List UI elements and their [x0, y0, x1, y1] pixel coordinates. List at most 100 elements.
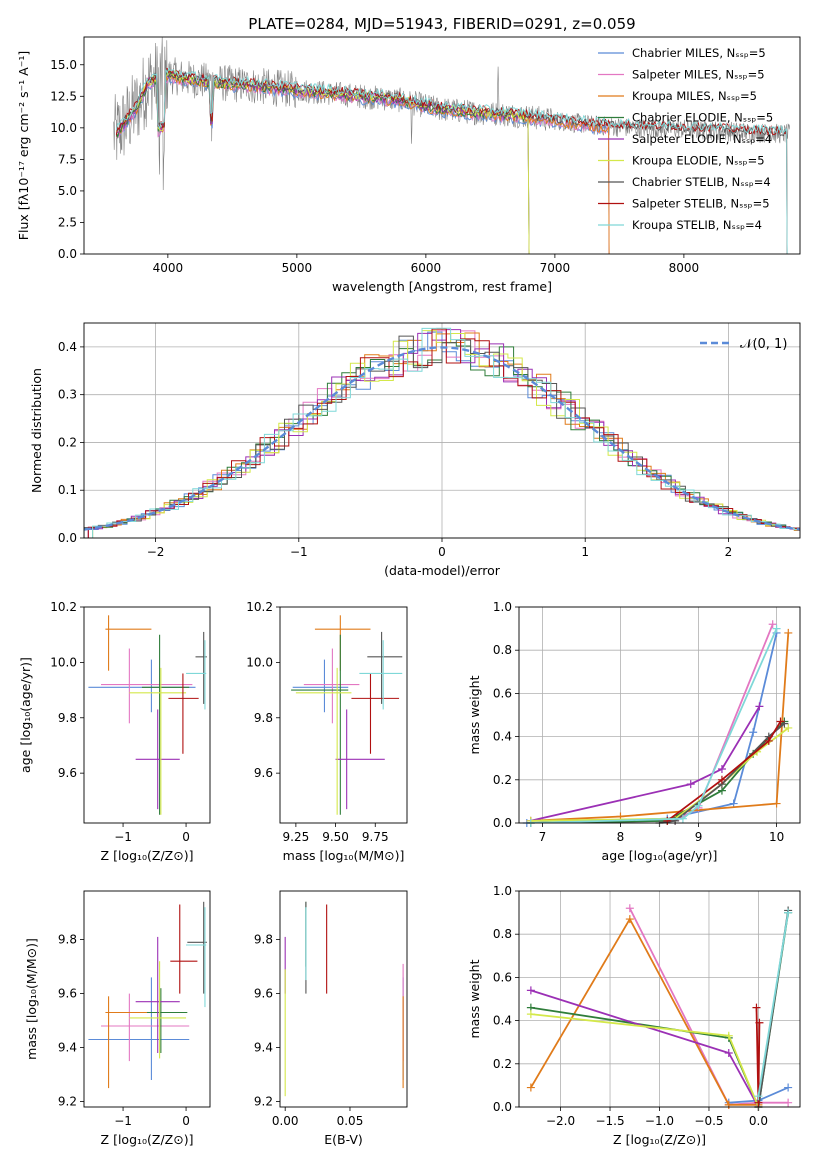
z-weight-xtick-label: 0.0	[749, 1114, 768, 1128]
spectrum-ylabel: Flux [fλ10⁻¹⁷ erg cm⁻² s⁻¹ A⁻¹]	[16, 51, 31, 240]
legend-entry: Chabrier STELIB, Nₛₛₚ=4	[632, 175, 771, 189]
z-mass-ytick-label: 9.2	[58, 1095, 77, 1109]
mass-age-ytick-label: 10.2	[246, 600, 273, 614]
legend-entry: Salpeter STELIB, Nₛₛₚ=5	[632, 197, 770, 211]
ebv-mass-ytick-label: 9.6	[254, 987, 273, 1001]
residual-histogram	[87, 328, 800, 538]
mass-weight-point	[724, 1031, 733, 1040]
age-weight-ytick-label: 1.0	[493, 600, 512, 614]
model-spectrum-line	[115, 67, 788, 254]
z-age-xtick-label: −1	[114, 830, 132, 844]
z-age-ytick-label: 9.6	[58, 766, 77, 780]
mass-weight-point	[755, 702, 764, 711]
mass-weight-line	[628, 907, 789, 1106]
mass-weight-point	[526, 986, 535, 995]
age-weight-ytick-label: 0.8	[493, 643, 512, 657]
spectrum-ytick-label: 0.0	[58, 247, 77, 261]
mass-age-ytick-label: 10.0	[246, 655, 273, 669]
mass-age-xlabel: mass [log₁₀(M/M⊙)]	[283, 848, 405, 863]
residual-histogram	[92, 330, 800, 538]
z-age-xlabel: Z [log₁₀(Z/Z⊙)]	[101, 848, 194, 863]
residuals-ytick-label: 0.4	[58, 340, 77, 354]
residuals-xtick-label: −1	[290, 545, 308, 559]
legend-entry: Kroupa MILES, Nₛₛₚ=5	[632, 89, 757, 103]
residual-histogram	[92, 327, 800, 538]
mass-weight-line	[757, 912, 789, 1097]
ebv-mass-frame	[279, 890, 408, 1108]
legend-entry: Salpeter ELODIE, Nₛₛₚ=4	[632, 132, 772, 146]
mass-weight-line	[666, 721, 782, 822]
legend-entry: Salpeter MILES, Nₛₛₚ=5	[632, 68, 765, 82]
mass-age-ytick-label: 9.8	[254, 711, 273, 725]
model-spectrum-line	[116, 72, 530, 254]
spectrum-ytick-label: 2.5	[58, 215, 77, 229]
mass-weight-point	[784, 908, 793, 917]
mass-weight-point	[784, 628, 793, 637]
age-weight-xtick-label: 8	[617, 830, 625, 844]
z-weight-ytick-label: 0.6	[493, 970, 512, 984]
mass-weight-point	[784, 1098, 793, 1107]
spectrum-title: PLATE=0284, MJD=51943, FIBERID=0291, z=0…	[248, 15, 635, 33]
mass-weight-point	[784, 1083, 793, 1092]
model-spectrum-line	[115, 71, 530, 254]
legend-entry: 𝒩(0, 1)	[740, 337, 787, 352]
mass-weight-point	[678, 814, 687, 823]
mass-weight-point	[686, 780, 695, 789]
mass-weight-point	[694, 801, 703, 810]
residuals-frame	[83, 322, 801, 539]
age-weight-xtick-label: 7	[539, 830, 547, 844]
mass-weight-point	[754, 1092, 763, 1101]
z-age-ytick-label: 10.2	[50, 600, 77, 614]
age-weight-ylabel: mass weight	[467, 675, 482, 754]
ebv-mass-xtick-label: 0.00	[272, 1114, 299, 1128]
residuals-ylabel: Normed distribution	[29, 368, 44, 493]
legend-entry: Chabrier MILES, Nₛₛₚ=5	[632, 46, 766, 60]
mass-weight-point	[526, 1010, 535, 1019]
mass-weight-point	[526, 1083, 535, 1092]
z-mass-ytick-label: 9.6	[58, 987, 77, 1001]
mass-weight-line	[530, 989, 760, 1107]
age-weight-xtick-label: 10	[769, 830, 784, 844]
mass-weight-point	[784, 723, 793, 732]
mass-age-xtick-label: 9.25	[283, 830, 310, 844]
mass-weight-point	[772, 624, 781, 633]
residuals-xtick-label: 0	[438, 545, 446, 559]
spectrum-xlabel: wavelength [Angstrom, rest frame]	[332, 279, 552, 294]
spectrum-xtick-label: 6000	[411, 261, 442, 275]
spectrum-xtick-label: 4000	[153, 261, 184, 275]
mass-weight-point	[724, 1049, 733, 1057]
age-weight-ytick-label: 0.2	[493, 773, 512, 787]
mass-age-xtick-label: 9.75	[362, 830, 389, 844]
spectrum-xtick-label: 8000	[669, 261, 700, 275]
mass-weight-line	[530, 917, 759, 1106]
z-weight-ytick-label: 0.8	[493, 927, 512, 941]
mass-weight-point	[755, 1018, 764, 1027]
age-weight-xtick-label: 9	[695, 830, 703, 844]
ebv-mass-ytick-label: 9.8	[254, 933, 273, 947]
residuals-xtick-label: −2	[147, 545, 165, 559]
residuals-ytick-label: 0.1	[58, 483, 77, 497]
z-weight-ytick-label: 0.4	[493, 1014, 512, 1028]
mass-weight-point	[764, 736, 773, 745]
age-weight-frame	[518, 606, 801, 824]
ebv-mass-xlabel: E(B-V)	[324, 1132, 363, 1147]
z-mass-ylabel: mass [log₁₀(M/M⊙)]	[24, 938, 39, 1060]
mass-weight-point	[729, 799, 738, 808]
z-mass-xtick-label: −1	[114, 1114, 132, 1128]
z-weight-ytick-label: 0.0	[493, 1100, 512, 1114]
mass-age-ytick-label: 9.6	[254, 766, 273, 780]
z-mass-frame	[83, 890, 211, 1108]
normal-reference-curve	[84, 346, 800, 531]
z-weight-frame	[518, 890, 801, 1108]
residuals-ytick-label: 0.2	[58, 435, 77, 449]
mass-weight-point	[772, 799, 781, 808]
mass-weight-point	[663, 816, 672, 825]
spectrum-ytick-label: 10.0	[50, 121, 77, 135]
mass-weight-line	[530, 705, 761, 822]
legend-entry: Kroupa STELIB, Nₛₛₚ=4	[632, 218, 762, 232]
age-weight-ytick-label: 0.6	[493, 686, 512, 700]
z-age-ytick-label: 9.8	[58, 711, 77, 725]
spectrum-ytick-label: 12.5	[50, 89, 77, 103]
model-spectrum-line	[116, 73, 610, 254]
